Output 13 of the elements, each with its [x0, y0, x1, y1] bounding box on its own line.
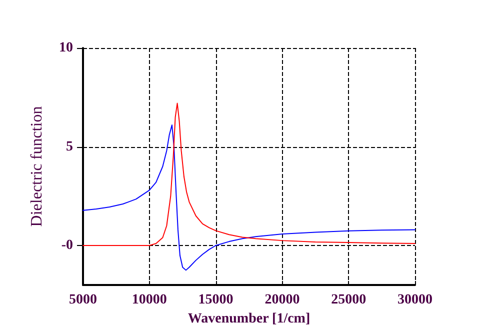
x-axis-title: Wavenumber [1/cm] — [188, 311, 310, 326]
x-tick-label: 5000 — [69, 292, 97, 308]
x-tick-label: 25000 — [331, 292, 366, 308]
x-tick-label: 10000 — [132, 292, 167, 308]
x-tick-label: 20000 — [264, 292, 300, 308]
line-series — [82, 124, 416, 271]
y-tick-label: -0 — [61, 238, 73, 253]
y-tick-label: 10 — [59, 40, 73, 56]
x-tick-label: 30000 — [398, 292, 432, 308]
line-series — [82, 102, 416, 246]
y-tick-label: 5 — [66, 139, 73, 154]
y-axis-title: Dielectric function — [28, 106, 46, 227]
x-tick-label: 15000 — [198, 292, 234, 308]
